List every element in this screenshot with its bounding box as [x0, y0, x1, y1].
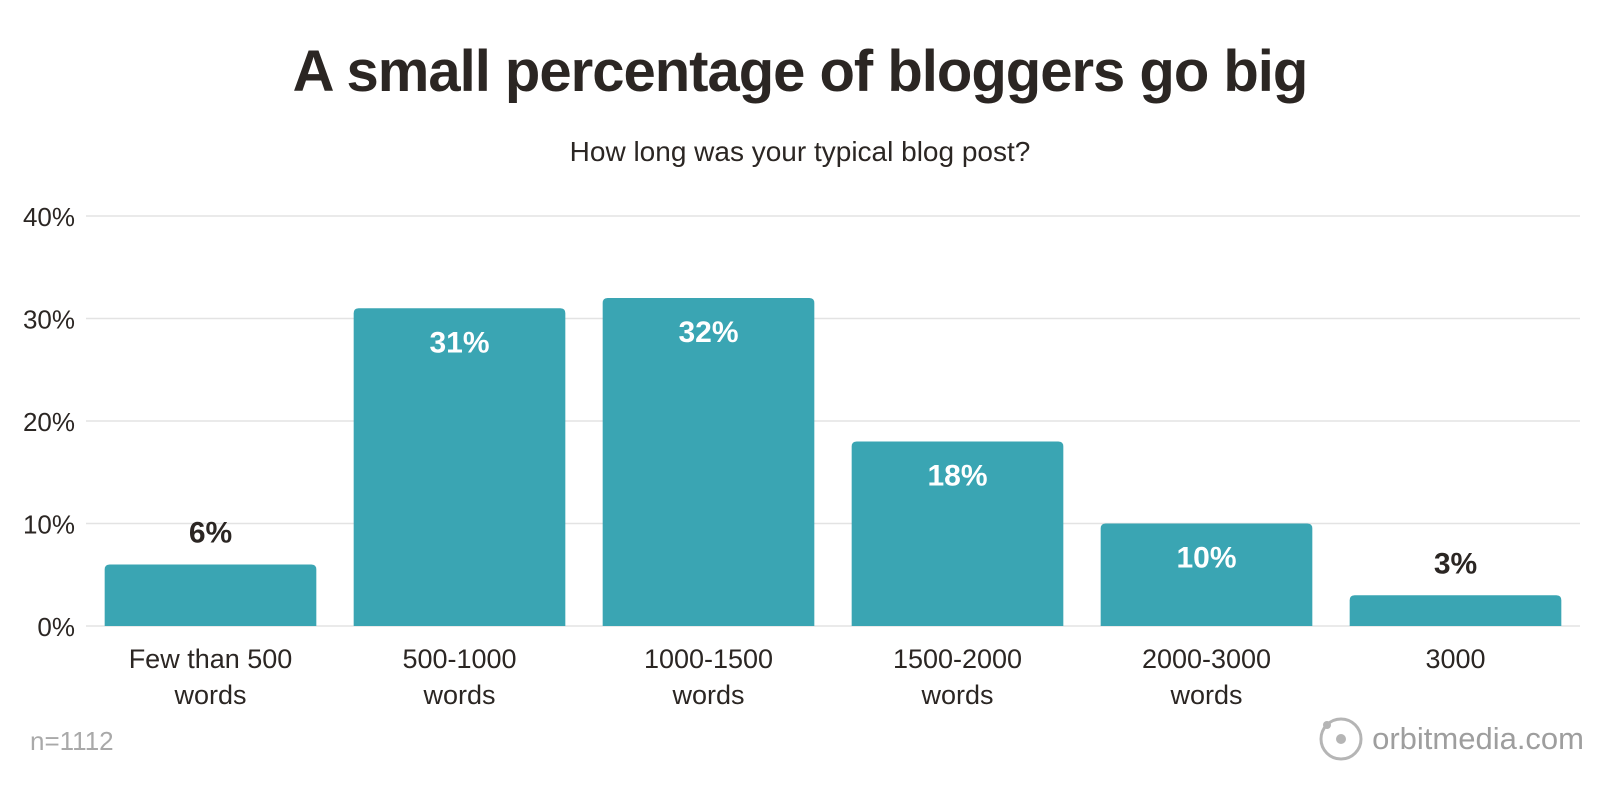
value-label: 6%: [189, 517, 232, 550]
grid-lines: [86, 215, 1580, 627]
x-tick-label: 3000: [1425, 644, 1485, 674]
x-tick-label: Few than 500 words: [129, 644, 293, 710]
sample-size-note: n=1112: [30, 726, 114, 756]
y-axis-ticks: 0% 10% 20% 30% 40%: [23, 202, 75, 642]
value-labels: 6% 31% 32% 18% 10% 3%: [189, 316, 1477, 580]
bar: [104, 564, 317, 626]
x-tick-label: 1000-1500 words: [644, 644, 773, 710]
value-label: 18%: [927, 460, 987, 493]
y-tick-label: 30%: [23, 305, 75, 335]
bar: [1349, 595, 1562, 626]
x-tick-label: 1500-2000 words: [893, 644, 1022, 710]
y-tick-label: 10%: [23, 510, 75, 540]
y-tick-label: 20%: [23, 407, 75, 437]
bar: [602, 298, 815, 626]
chart-subtitle: How long was your typical blog post?: [569, 136, 1031, 167]
x-tick-label: 500-1000 words: [402, 644, 516, 710]
value-label: 3%: [1434, 547, 1477, 580]
bar: [353, 308, 566, 626]
y-tick-label: 0%: [37, 612, 75, 642]
bar: [1100, 523, 1313, 626]
brand-logo: orbitmedia.com: [1318, 716, 1584, 762]
chart-title: A small percentage of bloggers go big: [292, 39, 1309, 104]
x-tick-label: 2000-3000 words: [1142, 644, 1271, 710]
bars: [104, 298, 1562, 626]
value-label: 10%: [1176, 542, 1236, 575]
x-axis-ticks: Few than 500 words 500-1000 words 1000-1500 w…: [129, 644, 1486, 710]
value-label: 32%: [678, 316, 738, 349]
y-tick-label: 40%: [23, 202, 75, 232]
orbit-logo-icon: [1319, 717, 1363, 761]
bar: [851, 441, 1064, 626]
brand-name: orbitmedia.com: [1372, 721, 1584, 756]
value-label: 31%: [429, 326, 489, 359]
